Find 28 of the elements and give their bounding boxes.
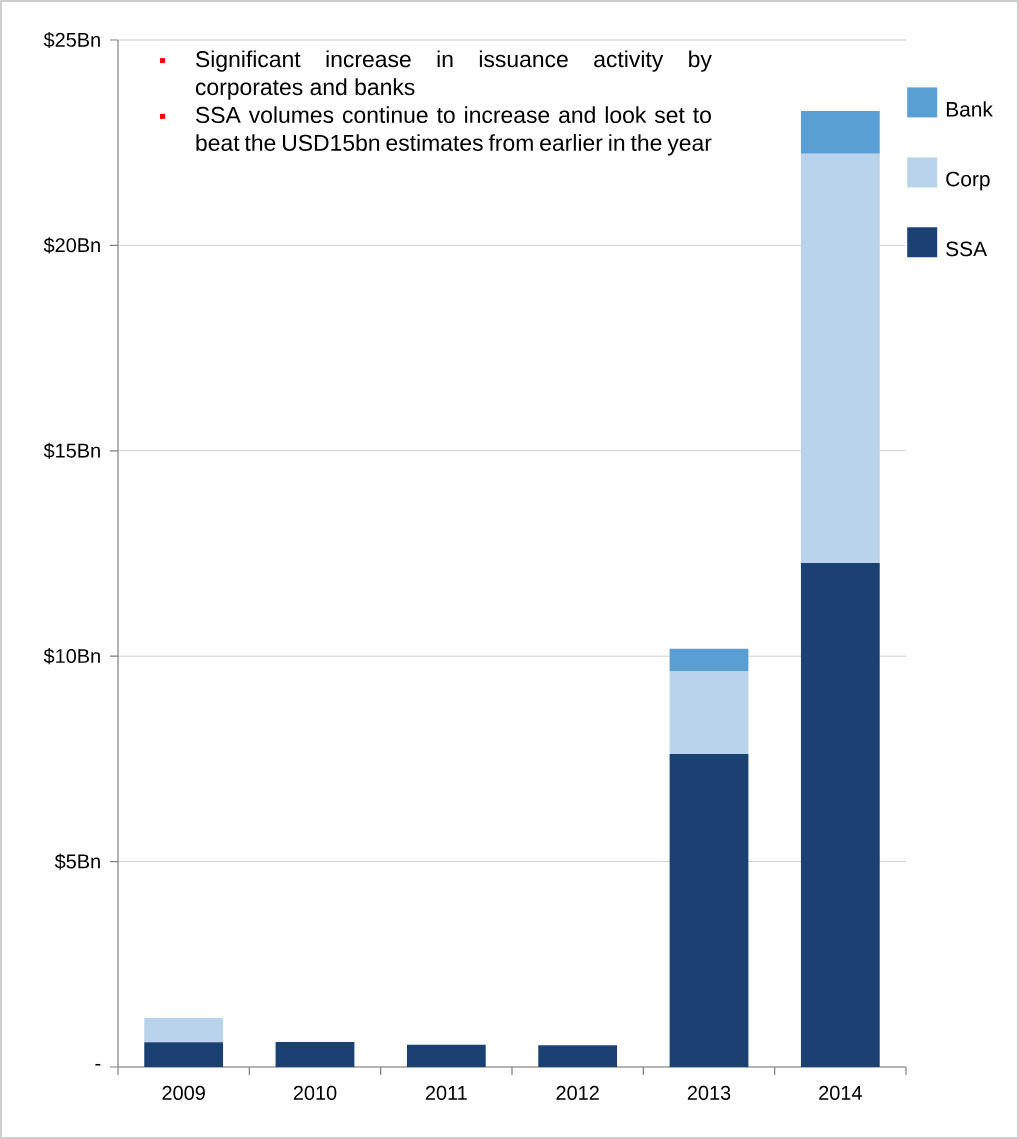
y-tick-label: $5Bn xyxy=(54,853,100,870)
bar xyxy=(538,1045,618,1067)
annotation: Significant increase in issuance activity by corporates and banks xyxy=(195,50,712,100)
legend-label: SSA xyxy=(946,241,988,257)
bar xyxy=(800,562,880,1067)
bar xyxy=(800,111,880,154)
y-tick-label: $20Bn xyxy=(43,237,100,254)
x-tick-label: 2009 xyxy=(162,1085,205,1100)
x-tick-label: 2014 xyxy=(819,1085,862,1100)
y-tick-label: $15Bn xyxy=(43,442,100,459)
x-tick-label: 2012 xyxy=(556,1085,599,1100)
y-tick-label: $10Bn xyxy=(43,648,100,665)
legend-label: Bank xyxy=(946,101,993,117)
legend-label: Corp xyxy=(946,171,990,191)
x-tick-label: 2013 xyxy=(687,1085,731,1100)
bar xyxy=(669,670,749,754)
bar xyxy=(669,648,749,671)
x-tick-label: 2011 xyxy=(425,1085,467,1100)
bar xyxy=(275,1041,355,1067)
annotation: SSA volumes continue to increase and look set to beat the USD15bn estimates from earlier in the year xyxy=(196,106,712,156)
bar xyxy=(144,1042,224,1067)
y-tick-label: - xyxy=(95,1063,101,1066)
x-tick-label: 2010 xyxy=(293,1085,337,1100)
bar xyxy=(406,1044,486,1067)
bar xyxy=(144,1018,224,1043)
bar xyxy=(800,153,880,563)
bar xyxy=(669,753,749,1067)
y-tick-label: $25Bn xyxy=(43,31,100,49)
